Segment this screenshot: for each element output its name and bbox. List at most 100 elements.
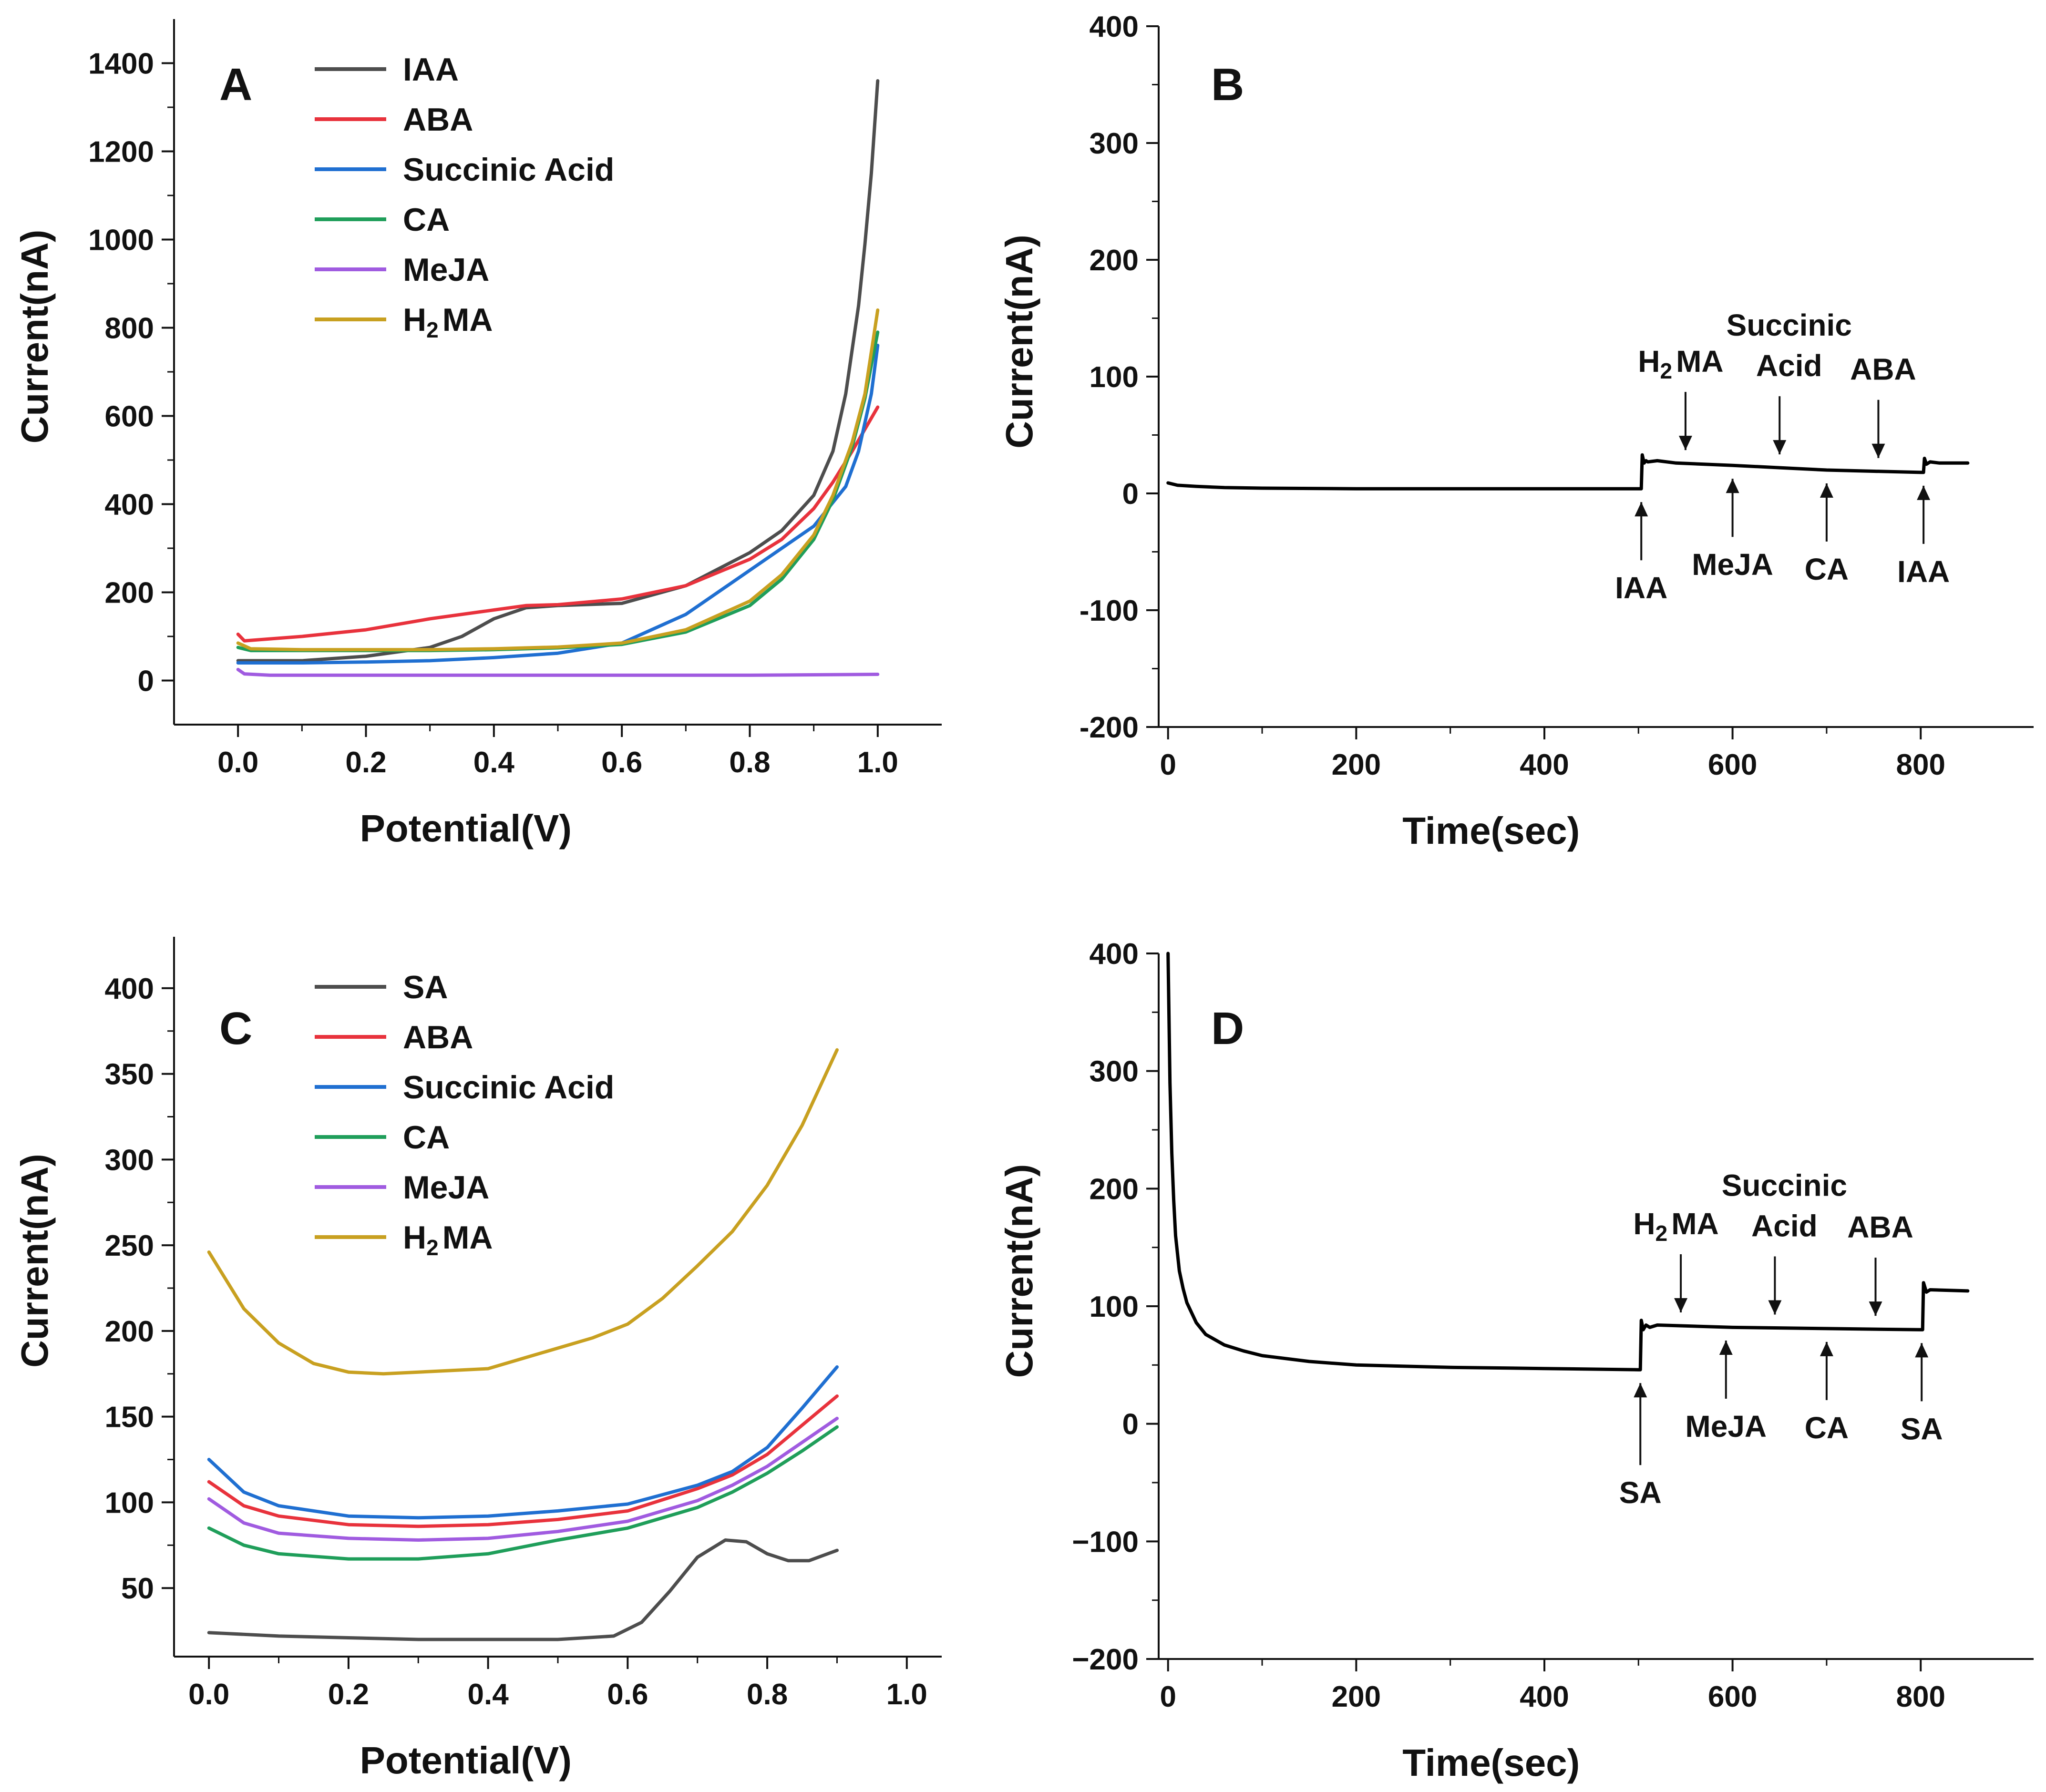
series-line-meja <box>207 1416 839 1542</box>
x-tick-label: 800 <box>1896 1680 1945 1713</box>
annotation-arrow-head <box>1635 502 1648 517</box>
x-tick-label: 400 <box>1520 748 1569 781</box>
legend-label: H2 MA <box>403 1219 493 1260</box>
x-tick-label: 0.4 <box>468 1678 509 1711</box>
panel-a: 0.0 0.2 0.4 0.6 0.8 1.0 0 200 400 600 800 1000 1200 1… <box>13 19 942 850</box>
annotation-label: IAA <box>1897 554 1950 589</box>
x-tick-label: 0.0 <box>188 1678 229 1711</box>
panel-b: 0 200 400 600 800 -200 -100 0 100 200 300 400 Time(s… <box>998 10 2034 852</box>
legend-label: CA <box>403 202 450 238</box>
legend-label: Succinic Acid <box>403 152 614 188</box>
annotation-label-subscript: 2 <box>1660 358 1672 383</box>
y-tick-label: 100 <box>1090 1290 1139 1323</box>
annotation-label-tail: MA <box>1671 1207 1719 1241</box>
y-tick-label: 1200 <box>88 136 154 169</box>
x-axis-title: Time(sec) <box>1402 809 1580 852</box>
y-tick-label: 800 <box>105 312 154 345</box>
x-tick-label: 0.0 <box>217 746 258 779</box>
x-tick-label: 0.8 <box>747 1678 788 1711</box>
annotation-label-base: H <box>1633 1207 1655 1241</box>
x-tick-label: 0.6 <box>607 1678 648 1711</box>
y-tick-label: 100 <box>1090 361 1139 394</box>
y-tick-label: 1400 <box>88 48 154 81</box>
x-tick-label: 1.0 <box>886 1678 927 1711</box>
legend-label-tail: MA <box>442 302 493 338</box>
y-tick-label: 0 <box>1122 1408 1139 1441</box>
panel-letter: B <box>1211 59 1244 110</box>
legend-label-base: H <box>403 302 426 338</box>
legend-label-subscript: 2 <box>426 1235 439 1260</box>
series-line-amperometric-response <box>1166 952 1970 1372</box>
annotation-label-line2: Acid <box>1756 348 1822 383</box>
y-tick-label: 300 <box>105 1144 154 1177</box>
y-tick-label: 400 <box>1090 10 1139 43</box>
annotation-label: MeJA <box>1692 547 1773 582</box>
y-axis-title: Current(nA) <box>998 1164 1040 1378</box>
legend-label: H2 MA <box>403 302 493 342</box>
legend-label-base: H <box>403 1219 426 1256</box>
y-tick-label: 200 <box>105 577 154 610</box>
annotation-arrow-head <box>1768 1300 1782 1315</box>
annotation-label-line1: Succinic <box>1722 1168 1847 1203</box>
x-tick-label: 600 <box>1708 748 1757 781</box>
legend-label: CA <box>403 1119 450 1156</box>
y-tick-label: 600 <box>105 400 154 433</box>
series-line-ca <box>236 330 880 653</box>
annotation-arrow-head <box>1820 1341 1833 1356</box>
y-tick-label: -100 <box>1080 594 1139 627</box>
x-tick-label: 0.6 <box>601 746 642 779</box>
legend-label-base: Succinic Acid <box>403 1069 614 1106</box>
legend-label-base: ABA <box>403 1019 473 1055</box>
annotation-label: SA <box>1619 1475 1662 1510</box>
y-tick-label: 300 <box>1090 127 1139 160</box>
y-axis-title: Current(nA) <box>13 230 56 444</box>
y-tick-label: 100 <box>105 1486 154 1519</box>
series-line-meja <box>236 667 880 677</box>
series-line-aba <box>236 405 880 643</box>
legend-label-base: MeJA <box>403 252 489 288</box>
x-tick-label: 0.4 <box>473 746 515 779</box>
annotation-label: H2 MA <box>1638 344 1723 383</box>
annotation-label-tail: MA <box>1676 344 1724 379</box>
panel-c: 0.0 0.2 0.4 0.6 0.8 1.0 50 100 150 200 250 300 350 40… <box>13 937 942 1782</box>
x-axis-title: Time(sec) <box>1402 1741 1580 1784</box>
annotation-label: IAA <box>1615 571 1667 605</box>
legend-label-tail: MA <box>442 1219 493 1256</box>
annotation-arrow-head <box>1674 1298 1688 1313</box>
legend-label-base: ABA <box>403 102 473 138</box>
series-line-h-ma <box>236 308 880 652</box>
y-tick-label: 400 <box>1090 938 1139 971</box>
legend-label: IAA <box>403 51 459 88</box>
series-line-succinic-acid <box>207 1365 839 1520</box>
annotation-label-line2: Acid <box>1751 1209 1818 1243</box>
x-axis-title: Potential(V) <box>360 1739 572 1782</box>
y-tick-label: 200 <box>1090 1173 1139 1206</box>
annotation-arrow-head <box>1634 1383 1647 1398</box>
series-line-h-ma <box>207 1048 839 1376</box>
x-tick-label: 400 <box>1520 1680 1569 1713</box>
annotation-arrow-head <box>1719 1340 1733 1355</box>
y-tick-label: 150 <box>105 1401 154 1434</box>
legend-label-base: CA <box>403 1119 450 1156</box>
legend-label: ABA <box>403 102 473 138</box>
annotation-label-line1: Succinic <box>1727 308 1852 342</box>
x-tick-label: 0.2 <box>328 1678 369 1711</box>
y-tick-label: 1000 <box>88 224 154 257</box>
legend-label-base: IAA <box>403 51 459 88</box>
y-axis-title: Current(nA) <box>998 235 1040 449</box>
panel-letter: D <box>1211 1003 1244 1054</box>
annotation-arrow-head <box>1917 485 1931 500</box>
y-tick-label: 0 <box>1122 478 1139 511</box>
panel-letter: C <box>219 1003 252 1054</box>
y-tick-label: 300 <box>1090 1055 1139 1088</box>
annotation-label-subscript: 2 <box>1655 1221 1668 1246</box>
legend-label: Succinic Acid <box>403 1069 614 1106</box>
annotation-arrow-head <box>1773 440 1787 455</box>
annotation-arrow-head <box>1820 483 1833 498</box>
legend-label: MeJA <box>403 252 489 288</box>
annotation-label: SA <box>1901 1412 1943 1446</box>
x-axis-title: Potential(V) <box>360 807 572 850</box>
y-tick-label: 350 <box>105 1058 154 1091</box>
panel-d: 0 200 400 600 800 −200 −100 0 100 200 300 400 Time(s… <box>998 938 2034 1784</box>
